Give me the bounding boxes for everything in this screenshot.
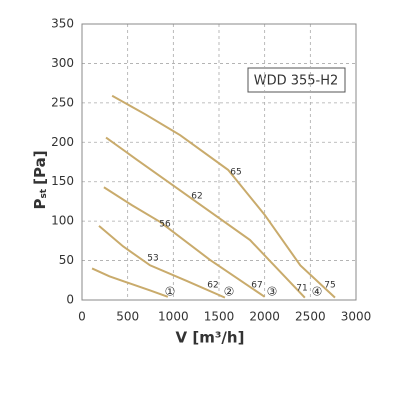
annotation: 56 <box>159 220 171 230</box>
curve <box>91 267 169 298</box>
curve <box>111 94 336 299</box>
annotation: ③ <box>267 285 278 299</box>
x-axis-label: V [m³/h] <box>176 329 245 347</box>
model-label: WDD 355-H2 <box>254 74 339 89</box>
y-tick-label: 100 <box>51 214 74 228</box>
annotation: 75 <box>324 281 335 291</box>
y-tick-label: 150 <box>51 174 74 188</box>
annotation: ② <box>224 285 235 299</box>
y-tick-label: 350 <box>51 17 74 31</box>
plot-frame <box>81 23 357 301</box>
x-tick-label: 2500 <box>295 310 326 324</box>
x-tick-label: 1500 <box>204 310 235 324</box>
annotation: ④ <box>312 285 323 299</box>
annotation: 62 <box>191 192 202 202</box>
x-tick-label: 3000 <box>341 310 372 324</box>
y-tick-label: 250 <box>51 95 74 109</box>
curve <box>98 225 226 299</box>
y-axis-label: Pst [Pa] <box>31 150 49 209</box>
x-tick-label: 0 <box>78 310 86 324</box>
annotation: 67 <box>251 281 262 291</box>
annotation: 62 <box>207 281 218 291</box>
x-tick-label: 1000 <box>158 310 189 324</box>
y-label-sub: st <box>39 188 49 198</box>
y-tick-label: 300 <box>51 56 74 70</box>
y-tick-label: 200 <box>51 135 74 149</box>
annotation: 65 <box>230 168 241 178</box>
annotation: 53 <box>147 254 158 264</box>
y-label-unit: [Pa] <box>31 150 49 184</box>
y-tick-label: 0 <box>66 293 74 307</box>
model-box <box>247 67 346 93</box>
x-tick-label: 500 <box>116 310 139 324</box>
annotation: ① <box>165 285 176 299</box>
y-label-main: P <box>31 199 49 210</box>
curve <box>103 186 266 298</box>
curve <box>105 136 306 299</box>
x-tick-label: 2000 <box>249 310 280 324</box>
annotation: 71 <box>296 284 307 294</box>
y-tick-label: 50 <box>59 253 74 267</box>
